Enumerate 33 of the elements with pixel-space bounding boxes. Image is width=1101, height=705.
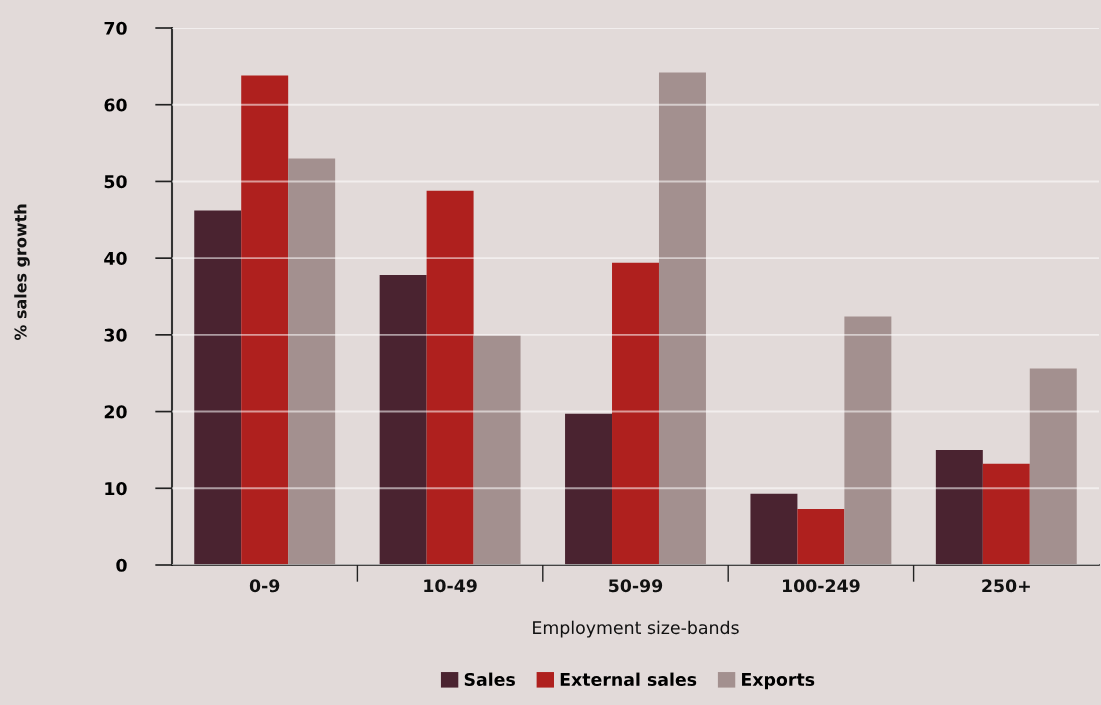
y-tick-label: 20 xyxy=(104,405,127,419)
y-tick-label: 30 xyxy=(104,328,127,342)
bar xyxy=(844,316,892,565)
bar xyxy=(194,210,242,565)
bar xyxy=(935,449,983,565)
bar xyxy=(750,493,798,565)
x-axis-title: Employment size-bands xyxy=(533,620,739,638)
legend-label: Exports xyxy=(742,673,815,690)
bar xyxy=(982,463,1030,565)
x-tick-label: 10-49 xyxy=(424,579,477,593)
bar xyxy=(797,509,845,565)
bar xyxy=(612,262,659,565)
bar xyxy=(1029,368,1077,565)
y-tick-label: 50 xyxy=(104,175,127,189)
x-tick-label: 0-9 xyxy=(249,579,280,593)
x-tick-label: 100-249 xyxy=(783,579,860,593)
y-tick-label: 10 xyxy=(105,482,127,496)
bar xyxy=(288,158,336,565)
y-tick-label: 70 xyxy=(104,21,127,35)
legend-label: External sales xyxy=(560,672,697,687)
x-tick-label: 50-99 xyxy=(609,579,663,593)
bar xyxy=(565,413,613,565)
y-tick-label: 40 xyxy=(104,251,127,265)
y-tick-label: 60 xyxy=(104,98,127,112)
bar xyxy=(658,72,706,565)
bar xyxy=(473,335,521,565)
legend-label: Sales xyxy=(464,672,515,687)
bar xyxy=(379,275,427,565)
y-tick-label: 0 xyxy=(116,558,127,572)
bar xyxy=(241,75,289,565)
bar xyxy=(426,190,474,565)
x-tick-label: 250+ xyxy=(982,579,1030,593)
y-axis-title: % sales growth xyxy=(14,204,30,341)
